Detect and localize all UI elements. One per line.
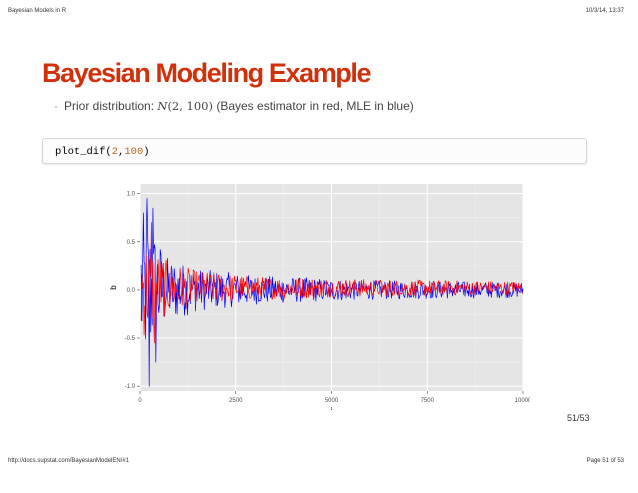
header-timestamp: 10/3/14, 13:37 [585, 8, 624, 14]
bullet-dot-icon: · [54, 99, 58, 113]
x-tick-label: 10000 [515, 398, 530, 404]
code-arg-2: 100 [124, 146, 144, 158]
bullet-prefix-text: Prior distribution: [64, 99, 158, 113]
convergence-plot: 0 2500 5000 7500 10000 -1.0 -0.5 0.0 0.5 1.0 i b [109, 184, 530, 410]
y-tick-label: -1.0 [125, 384, 136, 390]
header-document-title: Bayesian Models in R [8, 8, 67, 14]
bayes-series-line [140, 222, 524, 344]
code-function: plot_dif( [55, 146, 112, 158]
x-tick-label: 7500 [421, 398, 435, 404]
code-block: plot_dif(2,100) [42, 138, 587, 164]
bullet-item: · Prior distribution: N(2, 100) (Bayes es… [54, 99, 414, 113]
x-tick-label: 5000 [325, 398, 339, 404]
code-close: ) [143, 146, 150, 158]
page-number: 51/53 [567, 413, 590, 423]
x-tick-label: 2500 [229, 398, 243, 404]
footer-url: http://docs.supstat.com/BayesianModelEN/… [8, 458, 130, 464]
bullet-suffix-text: (Bayes estimator in red, MLE in blue) [213, 99, 414, 113]
code-line: plot_dif(2,100) [55, 146, 150, 158]
x-tick-label: 0 [138, 398, 142, 404]
footer-page-count: Page 51 of 53 [586, 458, 624, 464]
code-comma: , [118, 146, 125, 158]
math-function: N [157, 99, 168, 113]
y-tick-label: 0.0 [127, 288, 136, 294]
bullet-math: N(2, 100) [157, 99, 213, 113]
math-args: (2, 100) [167, 99, 213, 113]
x-axis-label: i [331, 406, 333, 410]
code-arg-1: 2 [111, 146, 119, 158]
slide-title: Bayesian Modeling Example [42, 58, 372, 88]
y-tick-label: -0.5 [125, 336, 136, 342]
y-axis-label: b [109, 285, 118, 290]
y-tick-label: 0.5 [127, 240, 136, 246]
y-tick-label: 1.0 [127, 192, 136, 198]
